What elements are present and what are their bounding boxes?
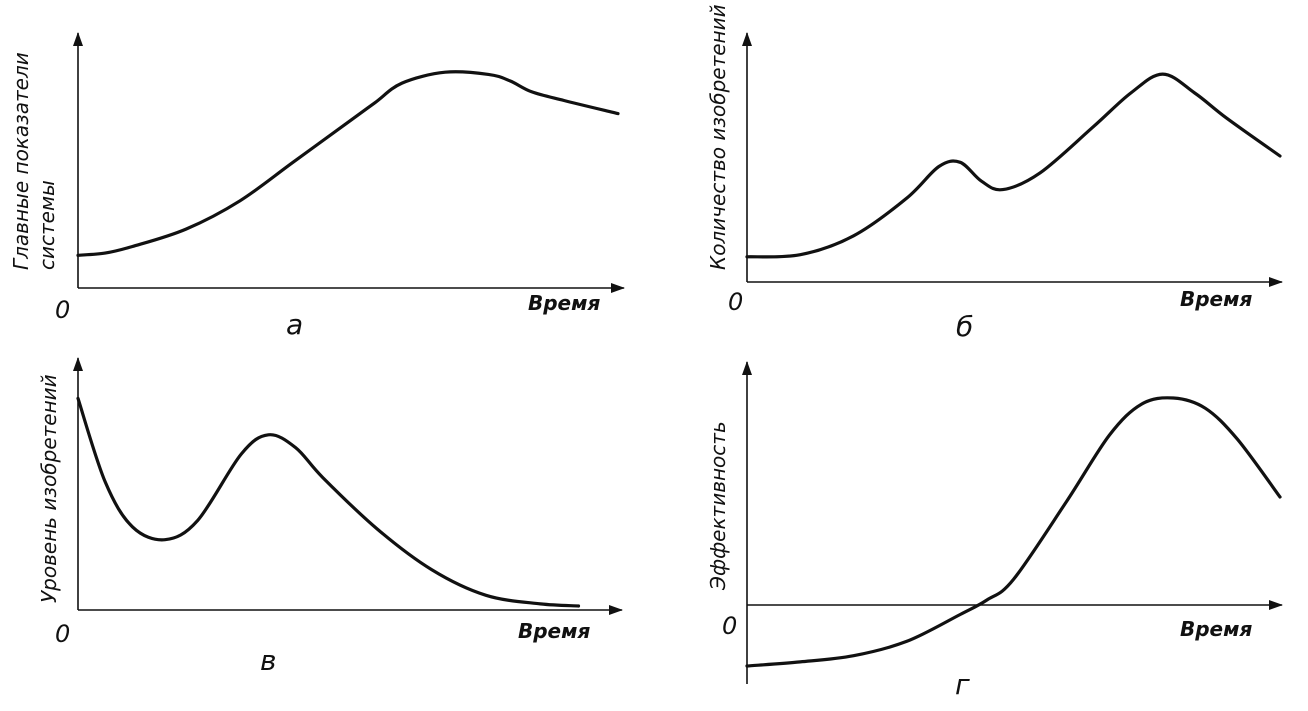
- panel-letter: а: [286, 308, 303, 341]
- y-axis-label: Уровень изобретений: [37, 374, 61, 603]
- x-axis-label: Время: [528, 291, 600, 315]
- y-axis-label-line-2: системы: [35, 180, 59, 270]
- y-axis-label: Количество изобретений: [706, 4, 730, 270]
- x-axis-label: Время: [1180, 287, 1252, 311]
- y-axis-label-line-1: Главные показатели: [9, 52, 33, 270]
- origin-label: 0: [728, 288, 743, 316]
- line-series: [76, 396, 581, 608]
- x-axis-label: Время: [518, 619, 590, 643]
- panel-letter: в: [260, 644, 277, 677]
- panel-g: Эффективность Время 0 г: [706, 361, 1283, 701]
- line-series: [76, 70, 620, 257]
- origin-label: 0: [55, 620, 70, 648]
- y-axis-label: Эффективность: [706, 421, 730, 591]
- origin-label: 0: [722, 612, 737, 640]
- line-series: [745, 396, 1282, 668]
- panel-letter: б: [956, 310, 973, 343]
- x-axis-label: Время: [1180, 617, 1252, 641]
- panel-b: Количество изобретений Время 0 б: [706, 4, 1283, 343]
- panel-letter: г: [955, 668, 970, 701]
- line-series: [745, 72, 1282, 259]
- panel-a: Главные показатели системы Время 0 а: [9, 32, 625, 341]
- panel-v: Уровень изобретений Время 0 в: [37, 357, 623, 677]
- origin-label: 0: [55, 296, 70, 324]
